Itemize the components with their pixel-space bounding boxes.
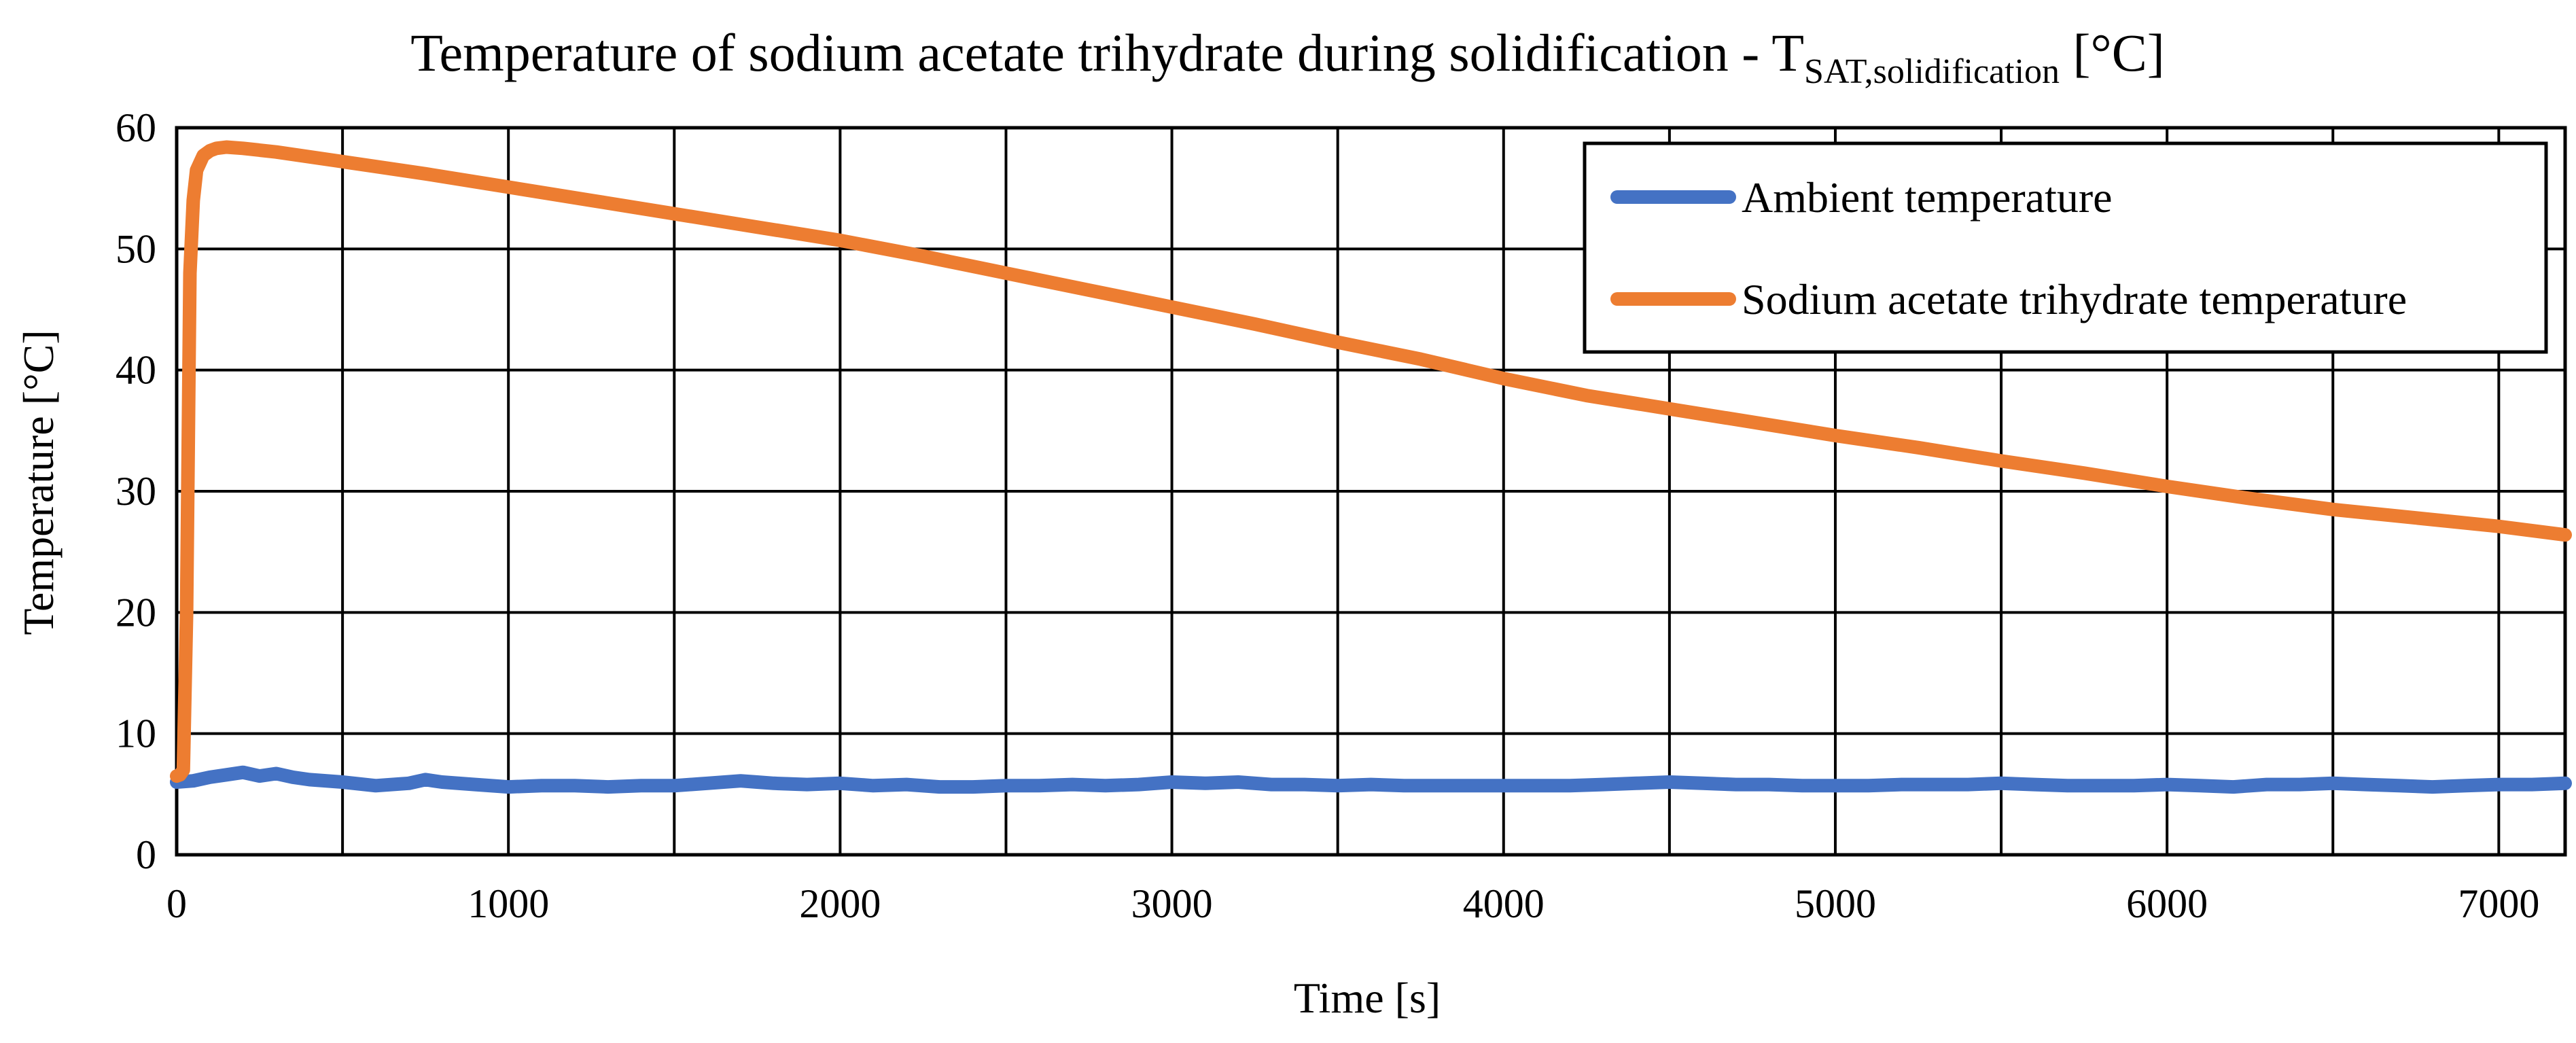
y-tick-label: 40 (116, 348, 156, 393)
y-tick-label: 30 (116, 469, 156, 514)
y-tick-label: 20 (116, 590, 156, 635)
x-tick-label: 2000 (799, 881, 881, 926)
chart-title-subscript: SAT,solidification (1804, 52, 2060, 91)
chart-title-main: Temperature of sodium acetate trihydrate… (410, 23, 1804, 82)
series-layer (170, 140, 2572, 794)
x-tick-label: 0 (166, 881, 187, 926)
x-tick-label: 7000 (2458, 881, 2539, 926)
x-tick-label: 6000 (2126, 881, 2208, 926)
x-tick-label: 4000 (1463, 881, 1545, 926)
y-axis-ticks: 0 10 20 30 40 50 60 (116, 105, 156, 877)
x-axis-ticks: 0 1000 2000 3000 4000 5000 6000 7000 (166, 881, 2539, 926)
y-tick-label: 60 (116, 105, 156, 150)
y-tick-label: 10 (116, 711, 156, 756)
legend-box (1583, 141, 2548, 354)
chart-title: Temperature of sodium acetate trihydrate… (410, 23, 2164, 91)
chart-title-suffix: [°C] (2060, 23, 2165, 82)
plot-area-border (175, 126, 2567, 857)
series-line-ambient (170, 765, 2572, 794)
legend-label-ambient: Ambient temperature (1742, 173, 2113, 222)
legend-label-sodium-acetate: Sodium acetate trihydrate temperature (1742, 275, 2407, 323)
x-tick-label: 1000 (467, 881, 549, 926)
y-tick-label: 0 (136, 832, 156, 877)
series-line-sodium-acetate (170, 140, 2572, 783)
y-axis-label: Temperature [°C] (14, 330, 63, 635)
x-axis-label: Time [s] (1294, 974, 1441, 1022)
legend: Ambient temperature Sodium acetate trihy… (1583, 141, 2548, 354)
x-tick-label: 5000 (1795, 881, 1876, 926)
y-tick-label: 50 (116, 226, 156, 271)
x-tick-label: 3000 (1131, 881, 1213, 926)
